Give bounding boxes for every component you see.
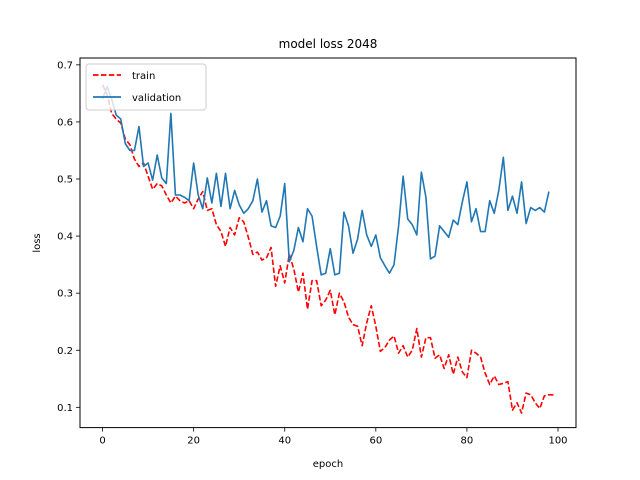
axis-ticks: 0 20 40 60 80 100 0.1 0.2 0.3 0.4 0.5 0.6 0.7: [57, 60, 567, 446]
y-tick-label: 0.7: [57, 60, 73, 71]
x-tick-label: 80: [461, 436, 474, 447]
legend: train validation: [85, 63, 207, 111]
plot-area: [101, 84, 554, 414]
y-tick-label: 0.1: [57, 403, 73, 414]
x-tick-label: 20: [187, 436, 200, 447]
x-tick-label: 60: [369, 436, 382, 447]
x-tick-label: 0: [99, 436, 105, 447]
y-tick-label: 0.3: [57, 289, 73, 300]
x-tick-label: 100: [548, 436, 567, 447]
x-tick-label: 40: [278, 436, 291, 447]
legend-train-label: train: [132, 71, 155, 82]
y-tick-label: 0.2: [57, 346, 73, 357]
legend-validation-label: validation: [132, 93, 181, 104]
y-tick-label: 0.6: [57, 117, 73, 128]
legend-box: [85, 63, 207, 111]
x-axis-label: epoch: [313, 459, 343, 470]
y-tick-label: 0.4: [57, 232, 73, 243]
series-line-validation: [101, 85, 550, 276]
chart-title: model loss 2048: [279, 37, 378, 51]
y-axis-label: loss: [32, 233, 43, 252]
y-tick-label: 0.5: [57, 175, 73, 186]
axes-frame: [79, 57, 577, 429]
series-line-train: [101, 84, 554, 414]
